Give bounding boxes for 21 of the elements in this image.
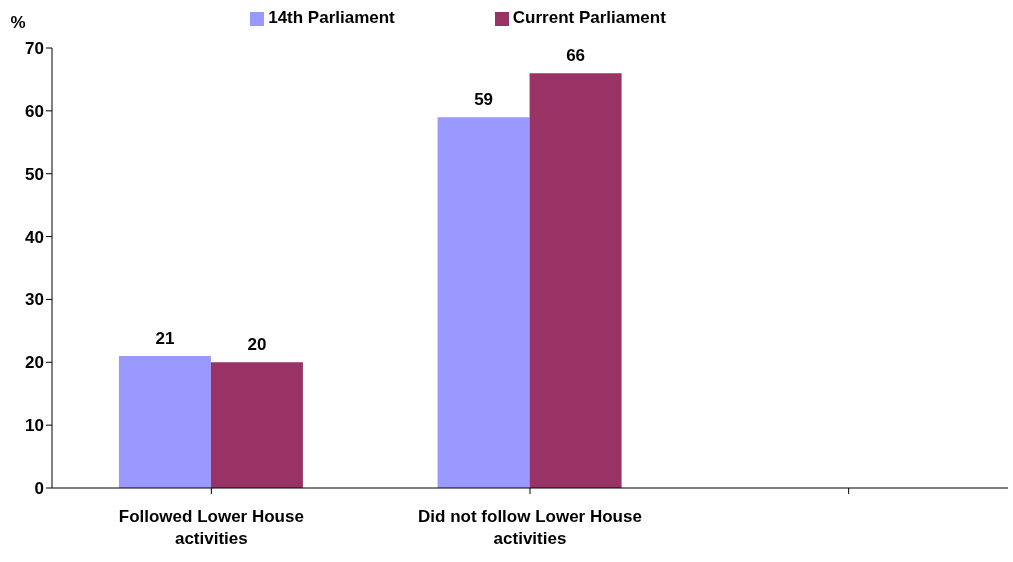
y-tick-label: 30 (25, 290, 44, 310)
bar (529, 73, 622, 488)
x-tick-label: Followed Lower House activities (118, 507, 304, 548)
y-tick-label: 20 (25, 353, 44, 373)
y-axis-title: % (10, 13, 26, 32)
data-label: 20 (247, 335, 267, 355)
y-tick-label: 0 (34, 479, 44, 499)
bar (210, 362, 303, 488)
legend-label: Current Parliament (512, 8, 666, 27)
legend-label: 14th Parliament (268, 8, 395, 27)
y-tick-label: 50 (25, 164, 44, 184)
x-tick-label: Did not follow Lower House activities (418, 507, 642, 548)
bar (437, 117, 530, 488)
bar (118, 356, 211, 488)
data-label: 59 (474, 90, 494, 110)
y-tick-label: 40 (25, 227, 44, 247)
data-label: 21 (155, 329, 175, 348)
data-label: 66 (566, 46, 586, 66)
y-tick-label: 60 (25, 101, 44, 121)
y-tick-label: 10 (25, 416, 44, 436)
y-tick-label: 70 (25, 39, 44, 59)
